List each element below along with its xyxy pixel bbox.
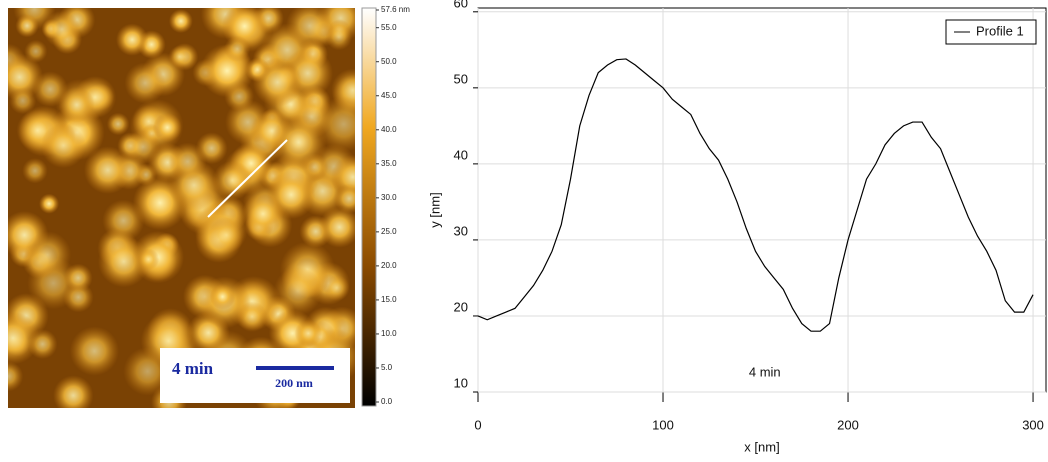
annotation: 4 min	[749, 364, 781, 379]
grain	[39, 193, 60, 214]
grain	[124, 62, 166, 104]
grain	[69, 326, 120, 376]
grain	[8, 361, 24, 392]
colorbar-tick-label: 0.0	[381, 397, 393, 406]
grain	[106, 112, 130, 136]
colorbar-ticks: 57.6 nm 55.0 50.0 45.0 40.0 35.0 30.0 25.0 20.0 1…	[376, 5, 410, 406]
y-tick-label: 30	[454, 223, 468, 238]
colorbar-tick-label: 50.0	[381, 57, 397, 66]
grain	[252, 57, 303, 107]
grain	[9, 87, 37, 115]
grain	[168, 9, 193, 34]
colorbar	[361, 7, 377, 407]
colorbar-tick-label: 30.0	[381, 193, 397, 202]
colorbar-tick-label: 55.0	[381, 23, 397, 32]
grain	[224, 35, 251, 62]
plot-area	[477, 7, 1047, 393]
colorbar-tick-label: 35.0	[381, 159, 397, 168]
grain	[32, 71, 69, 108]
grain	[15, 14, 39, 38]
grain	[168, 45, 191, 68]
grain	[58, 86, 95, 123]
grain	[318, 206, 355, 248]
grain	[168, 142, 207, 181]
grain	[53, 375, 94, 408]
colorbar-tick-label: 40.0	[381, 125, 397, 134]
y-tick-label: 50	[454, 71, 468, 86]
colorbar-tick-label: 5.0	[381, 363, 393, 372]
grain	[325, 23, 353, 51]
grain	[208, 217, 245, 253]
y-tick-label: 20	[454, 299, 468, 314]
grain	[285, 8, 334, 50]
grain	[40, 123, 86, 169]
grain	[137, 248, 160, 271]
grain	[83, 146, 132, 194]
grain	[43, 10, 81, 48]
grain	[8, 311, 40, 365]
caption-box	[160, 348, 350, 403]
grain	[209, 283, 236, 310]
image-caption: 4 min	[172, 359, 214, 378]
profile-line	[207, 139, 288, 218]
grain	[241, 192, 285, 235]
colorbar-tick-label: 20.0	[381, 261, 397, 270]
grain	[273, 266, 323, 316]
grain	[212, 160, 253, 201]
grain	[125, 129, 161, 165]
grain	[63, 263, 93, 293]
colorbar-tick-label: 25.0	[381, 227, 397, 236]
x-axis-label: x [nm]	[744, 439, 779, 454]
chart: 0 100 200 300 10 20 30 40 50 60 x [nm] y [nm] 4 min P…	[427, 0, 1047, 454]
y-tick-label: 40	[454, 147, 468, 162]
colorbar-tick-label: 45.0	[381, 91, 397, 100]
grain	[152, 112, 182, 143]
x-tick-label: 100	[652, 417, 674, 432]
colorbar-tick-label: 57.6 nm	[381, 5, 410, 14]
colorbar-tick-label: 15.0	[381, 295, 397, 304]
scale-bar-label: 200 nm	[275, 376, 313, 390]
grain	[24, 231, 72, 279]
grain	[115, 23, 149, 56]
x-tick-label: 200	[837, 417, 859, 432]
x-tick-label: 300	[1022, 417, 1044, 432]
profile-line	[477, 58, 1034, 332]
x-tick-label: 0	[474, 417, 481, 432]
grain	[270, 114, 327, 171]
grain	[294, 319, 323, 348]
colorbar-tick-label: 10.0	[381, 329, 397, 338]
y-tick-label: 10	[454, 375, 468, 390]
y-axis-label: y [nm]	[427, 192, 442, 227]
legend-label: Profile 1	[976, 23, 1024, 38]
grain	[334, 183, 355, 214]
grain	[22, 157, 48, 184]
y-tick-label: 60	[454, 0, 468, 10]
